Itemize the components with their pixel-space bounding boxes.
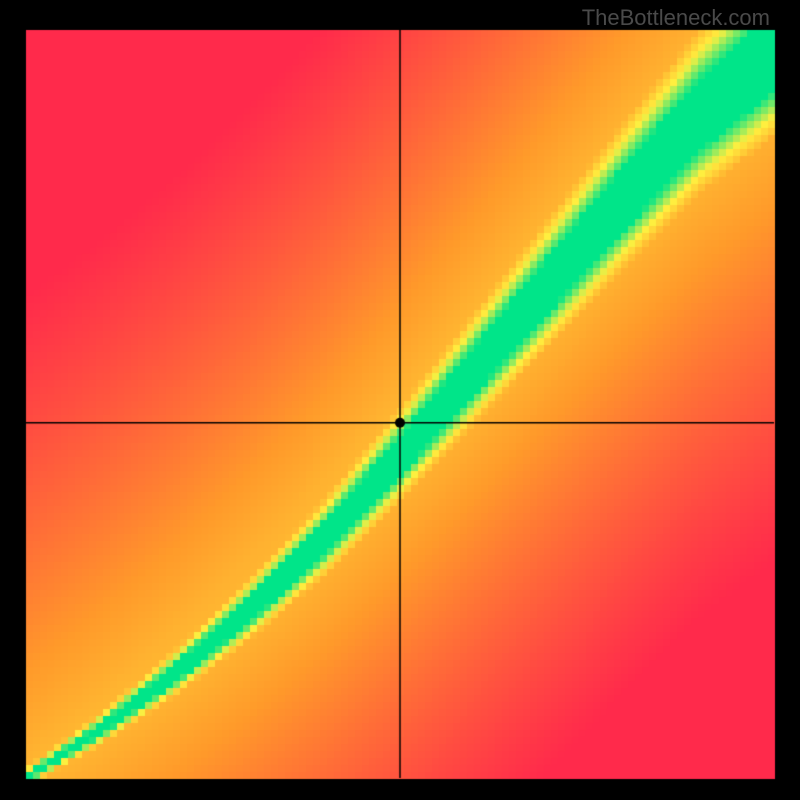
bottleneck-heatmap xyxy=(0,0,800,800)
watermark-text: TheBottleneck.com xyxy=(582,5,770,31)
chart-container: TheBottleneck.com xyxy=(0,0,800,800)
